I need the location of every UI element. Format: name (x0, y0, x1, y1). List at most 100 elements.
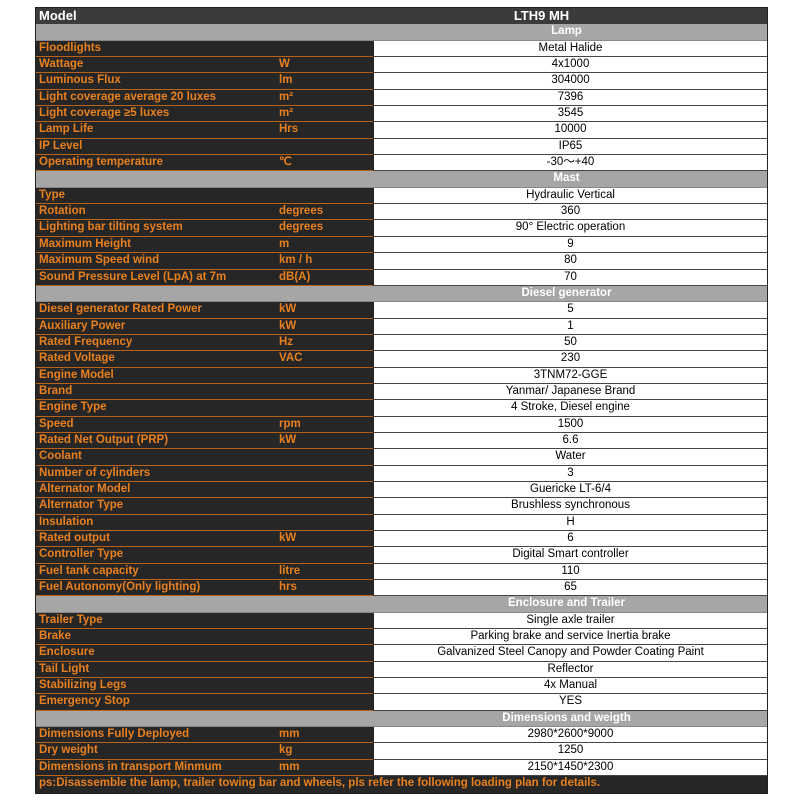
spec-value: Galvanized Steel Canopy and Powder Coati… (373, 645, 767, 662)
table-row: Enclosure Galvanized Steel Canopy and Pow… (36, 645, 767, 662)
spec-label: Coolant (36, 449, 276, 466)
spec-value: 2150*1450*2300 (373, 759, 767, 777)
spec-unit: W (276, 57, 373, 74)
spec-label: Trailer Type (36, 613, 276, 630)
spec-label: Dimensions Fully Deployed (36, 727, 276, 744)
spec-label: Tail Light (36, 662, 276, 679)
spec-value: 230 (373, 351, 767, 368)
section-header: Diesel generator (36, 285, 767, 303)
spec-value: 3TNM72-GGE (373, 367, 767, 384)
footnote: ps:Disassemble the lamp, trailer towing … (39, 777, 601, 790)
spec-label: Engine Type (36, 400, 276, 417)
spec-label: Rated Net Output (PRP) (36, 433, 276, 450)
spec-label: Lighting bar tilting system (36, 220, 276, 237)
spec-value: 65 (373, 580, 767, 597)
table-row: Operating temperature ℃ -30～+40 (36, 155, 767, 172)
table-row: Maximum Speed wind km / h 80 (36, 253, 767, 270)
spec-label: Brand (36, 384, 276, 401)
spec-unit: degrees (276, 204, 373, 221)
table-row: Brand Yanmar/ Japanese Brand (36, 383, 767, 401)
table-row: Light coverage ≥5 luxes m² 3545 (36, 106, 767, 123)
table-row: Controller Type Digital Smart controller (36, 547, 767, 564)
table-row: Type Hydraulic Vertical (36, 187, 767, 205)
section-header: Dimensions and weigth (36, 710, 767, 728)
spec-value: 360 (373, 204, 767, 221)
spec-value: YES (373, 694, 767, 711)
spec-unit (276, 449, 373, 466)
spec-value: Brushless synchronous (373, 498, 767, 515)
spec-label: Operating temperature (36, 155, 276, 172)
spec-value: 50 (373, 334, 767, 352)
spec-unit (276, 629, 373, 646)
table-row: Coolant Water (36, 449, 767, 466)
spec-unit (276, 547, 373, 564)
spec-unit: Hrs (276, 122, 373, 139)
table-row: Trailer Type Single axle trailer (36, 612, 767, 630)
spec-unit (276, 41, 373, 58)
spec-value: 1500 (373, 416, 767, 433)
spec-label: Emergency Stop (36, 694, 276, 711)
spec-label: Controller Type (36, 547, 276, 564)
spec-label: Rated output (36, 531, 276, 548)
spec-value: 70 (373, 269, 767, 286)
spec-unit: mm (276, 727, 373, 744)
spec-label: Speed (36, 417, 276, 433)
spec-value: 90° Electric operation (373, 220, 767, 237)
table-row: Lighting bar tilting system degrees 90° El… (36, 220, 767, 237)
spec-label: Brake (36, 629, 276, 646)
spec-table: Model LTH9 MH Lamp Floodlights Metal Halid… (35, 7, 768, 794)
spec-label: Auxiliary Power (36, 319, 276, 335)
spec-unit: kW (276, 531, 373, 548)
model-label: Model (39, 8, 77, 23)
table-row: Maximum Height m 9 (36, 236, 767, 254)
spec-unit: rpm (276, 417, 373, 433)
spec-label: Type (36, 188, 276, 205)
spec-value: 7396 (373, 89, 767, 107)
spec-label: Wattage (36, 57, 276, 74)
table-row: Rated Voltage VAC 230 (36, 351, 767, 368)
spec-unit (276, 482, 373, 499)
table-row: Tail Light Reflector (36, 661, 767, 679)
spec-unit: m (276, 237, 373, 254)
spec-value: 6 (373, 531, 767, 548)
spec-value: 9 (373, 236, 767, 254)
spec-unit: km / h (276, 253, 373, 270)
model-header-row: Model LTH9 MH (36, 8, 767, 25)
spec-value: -30～+40 (373, 155, 767, 172)
section-header: Enclosure and Trailer (36, 596, 767, 613)
table-row: Brake Parking brake and service Inertia b… (36, 629, 767, 646)
table-row: Diesel generator Rated Power kW 5 (36, 302, 767, 319)
spec-value: 10000 (373, 122, 767, 139)
spec-unit (276, 645, 373, 662)
spec-value: H (373, 514, 767, 531)
table-row: Luminous Flux lm 304000 (36, 73, 767, 90)
spec-value: IP65 (373, 138, 767, 156)
spec-label: Light coverage ≥5 luxes (36, 106, 276, 123)
table-row: Speed rpm 1500 (36, 416, 767, 433)
model-value: LTH9 MH (513, 8, 570, 23)
spec-unit (276, 384, 373, 401)
spec-unit: ℃ (276, 155, 373, 172)
spec-label: Dry weight (36, 743, 276, 760)
spec-unit (276, 678, 373, 695)
spec-value: 304000 (373, 73, 767, 90)
table-row: Lamp Life Hrs 10000 (36, 122, 767, 139)
spec-value: Digital Smart controller (373, 547, 767, 564)
spec-unit (276, 498, 373, 515)
spec-unit: degrees (276, 220, 373, 237)
spec-value: 4x Manual (373, 678, 767, 695)
spec-unit: kg (276, 743, 373, 760)
spec-unit: kW (276, 319, 373, 335)
table-row: Rotation degrees 360 (36, 204, 767, 221)
spec-value: 4x1000 (373, 57, 767, 74)
spec-label: Alternator Type (36, 498, 276, 515)
spec-value: 6.6 (373, 432, 767, 450)
table-row: Wattage W 4x1000 (36, 57, 767, 74)
spec-value: Metal Halide (373, 40, 767, 58)
table-row: Engine Type 4 Stroke, Diesel engine (36, 400, 767, 417)
spec-label: Luminous Flux (36, 73, 276, 90)
table-row: Engine Model 3TNM72-GGE (36, 367, 767, 384)
spec-label: Diesel generator Rated Power (36, 302, 276, 319)
spec-label: Rotation (36, 204, 276, 221)
spec-value: Reflector (373, 661, 767, 679)
